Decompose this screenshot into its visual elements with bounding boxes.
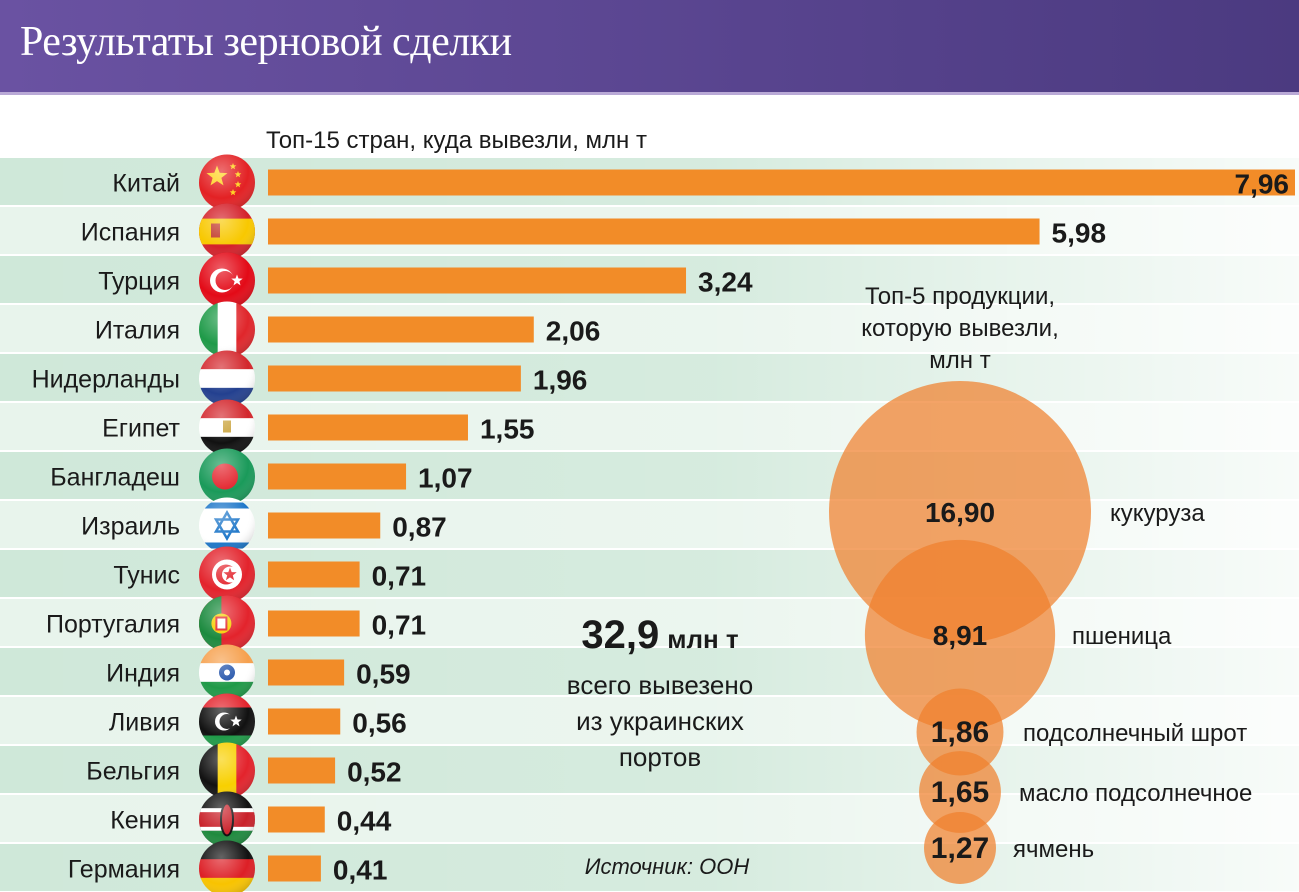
bubble-category-label: масло подсолнечное — [1019, 780, 1252, 807]
country-label: Португалия — [46, 611, 180, 639]
bar — [268, 806, 325, 833]
bubble-category-label: подсолнечный шрот — [1023, 720, 1247, 747]
bar — [268, 463, 407, 490]
bubble-category-label: пшеница — [1072, 623, 1172, 650]
bar — [268, 316, 534, 343]
bar-value-label: 0,56 — [352, 708, 407, 739]
country-label: Турция — [98, 268, 180, 296]
total-caption-line: из украинских — [576, 706, 744, 736]
bar — [268, 708, 341, 735]
bubble — [864, 539, 1056, 731]
bubble-value-label: 1,27 — [931, 832, 989, 865]
bar — [268, 414, 468, 441]
flag-icon — [199, 497, 255, 554]
country-label: Нидерланды — [32, 366, 180, 394]
country-label: Ливия — [109, 709, 180, 737]
flag-icon — [199, 301, 255, 358]
country-label: Германия — [68, 856, 180, 884]
bar — [268, 512, 381, 539]
total-caption-line: портов — [619, 742, 701, 772]
total-unit: млн т — [667, 624, 739, 654]
total-value: 32,9 — [581, 613, 659, 657]
flag-icon — [199, 203, 255, 260]
flag-icon — [199, 252, 255, 309]
country-label: Бангладеш — [50, 464, 180, 492]
bubble-value-label: 16,90 — [925, 497, 995, 528]
bar — [268, 218, 1040, 245]
bubble-value-label: 1,86 — [931, 716, 989, 749]
bar-value-label: 0,41 — [333, 855, 388, 886]
bar-value-label: 1,55 — [480, 414, 535, 445]
bar-value-label: 7,96 — [1235, 169, 1290, 200]
header-divider — [0, 92, 1299, 95]
bar-value-label: 0,59 — [356, 659, 411, 690]
country-label: Израиль — [81, 513, 180, 541]
page-title: Результаты зерновой сделки — [20, 19, 512, 65]
bubble-title-line: млн т — [929, 347, 990, 374]
country-label: Бельгия — [86, 758, 180, 786]
bar-value-label: 2,06 — [546, 316, 601, 347]
flag-icon — [199, 546, 255, 603]
country-label: Кения — [110, 807, 180, 835]
bar-value-label: 0,52 — [347, 757, 402, 788]
total-callout: 32,9 млн т всего вывезено из украинских п… — [567, 613, 753, 772]
flag-icon — [199, 448, 255, 505]
bar-value-label: 1,07 — [418, 463, 473, 494]
flag-icon — [199, 154, 255, 211]
country-label: Китай — [112, 170, 180, 198]
country-label: Тунис — [113, 562, 180, 590]
bar — [268, 757, 336, 784]
bar — [268, 659, 345, 686]
flag-icon — [199, 791, 255, 848]
bar-value-label: 5,98 — [1052, 218, 1107, 249]
bubble — [916, 688, 1004, 776]
bubble-category-label: ячмень — [1013, 836, 1094, 863]
bar — [268, 561, 360, 588]
bar-value-label: 1,96 — [533, 365, 588, 396]
bar — [268, 855, 321, 882]
bar — [268, 610, 360, 637]
flag-icon — [199, 840, 255, 892]
bubble-title-line: Топ-5 продукции, — [865, 283, 1055, 310]
bubble-category-label: кукуруза — [1110, 500, 1205, 527]
total-caption-line: всего вывезено — [567, 670, 753, 700]
country-label: Египет — [102, 415, 180, 443]
bar — [268, 267, 687, 294]
bubble-value-label: 1,65 — [931, 776, 989, 809]
bar-value-label: 0,87 — [392, 512, 447, 543]
bar-value-label: 3,24 — [698, 267, 753, 298]
flag-icon — [199, 350, 255, 407]
bubble — [924, 812, 996, 884]
source-note: Источник: ООН — [585, 854, 750, 879]
bar — [268, 169, 1295, 196]
country-label: Италия — [95, 317, 180, 345]
bar-value-label: 0,71 — [372, 561, 427, 592]
flag-icon — [199, 595, 255, 652]
bubble-value-label: 8,91 — [933, 620, 988, 651]
header-banner — [0, 0, 1299, 92]
bar-value-label: 0,44 — [337, 806, 392, 837]
bubble-chart-title: Топ-5 продукции, которую вывезли, млн т — [861, 283, 1059, 374]
country-label: Испания — [81, 219, 180, 247]
bubble — [919, 751, 1001, 833]
flag-icon — [199, 693, 255, 750]
bubble-series: 16,90 кукуруза 8,91 пшеница 1,86 подсолнечный… — [829, 381, 1252, 884]
flag-icon — [199, 399, 255, 456]
bar-value-label: 0,71 — [372, 610, 427, 641]
bar-chart-title: Топ-15 стран, куда вывезли, млн т — [266, 127, 647, 154]
bar-series: Китай 7,96 Испания 5,98 Турция 3,24 Италия 2,06… — [32, 154, 1295, 892]
bar — [268, 365, 521, 392]
flag-icon — [199, 644, 255, 701]
bubble-title-line: которую вывезли, — [861, 315, 1059, 342]
total-text: 32,9 млн т — [581, 613, 739, 657]
country-label: Индия — [106, 660, 180, 688]
flag-icon — [199, 742, 255, 799]
